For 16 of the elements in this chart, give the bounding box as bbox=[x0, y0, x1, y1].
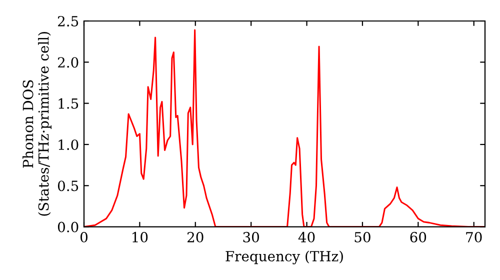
y-tick-label: 2.0 bbox=[58, 57, 78, 68]
x-tick-label: 50 bbox=[354, 232, 370, 242]
y-tick-label: 1.0 bbox=[58, 139, 78, 150]
y-axis-title: Phonon DOS (States/THz·primitive cell) bbox=[22, 32, 52, 216]
x-tick-label: 20 bbox=[187, 232, 204, 242]
x-tick-label: 30 bbox=[243, 232, 259, 242]
x-tick-label: 40 bbox=[298, 232, 315, 242]
y-tick-label: 2.5 bbox=[58, 16, 78, 26]
x-tick-label: 0 bbox=[80, 232, 88, 242]
y-tick-label: 1.5 bbox=[58, 98, 78, 109]
x-tick-label: 10 bbox=[132, 232, 148, 242]
y-tick-label: 0.5 bbox=[58, 180, 78, 192]
x-tick-label: 70 bbox=[466, 232, 482, 242]
y-tick-label: 0.0 bbox=[58, 222, 78, 232]
x-tick-label: 60 bbox=[410, 232, 426, 242]
x-axis-title: Frequency (THz) bbox=[226, 250, 343, 264]
